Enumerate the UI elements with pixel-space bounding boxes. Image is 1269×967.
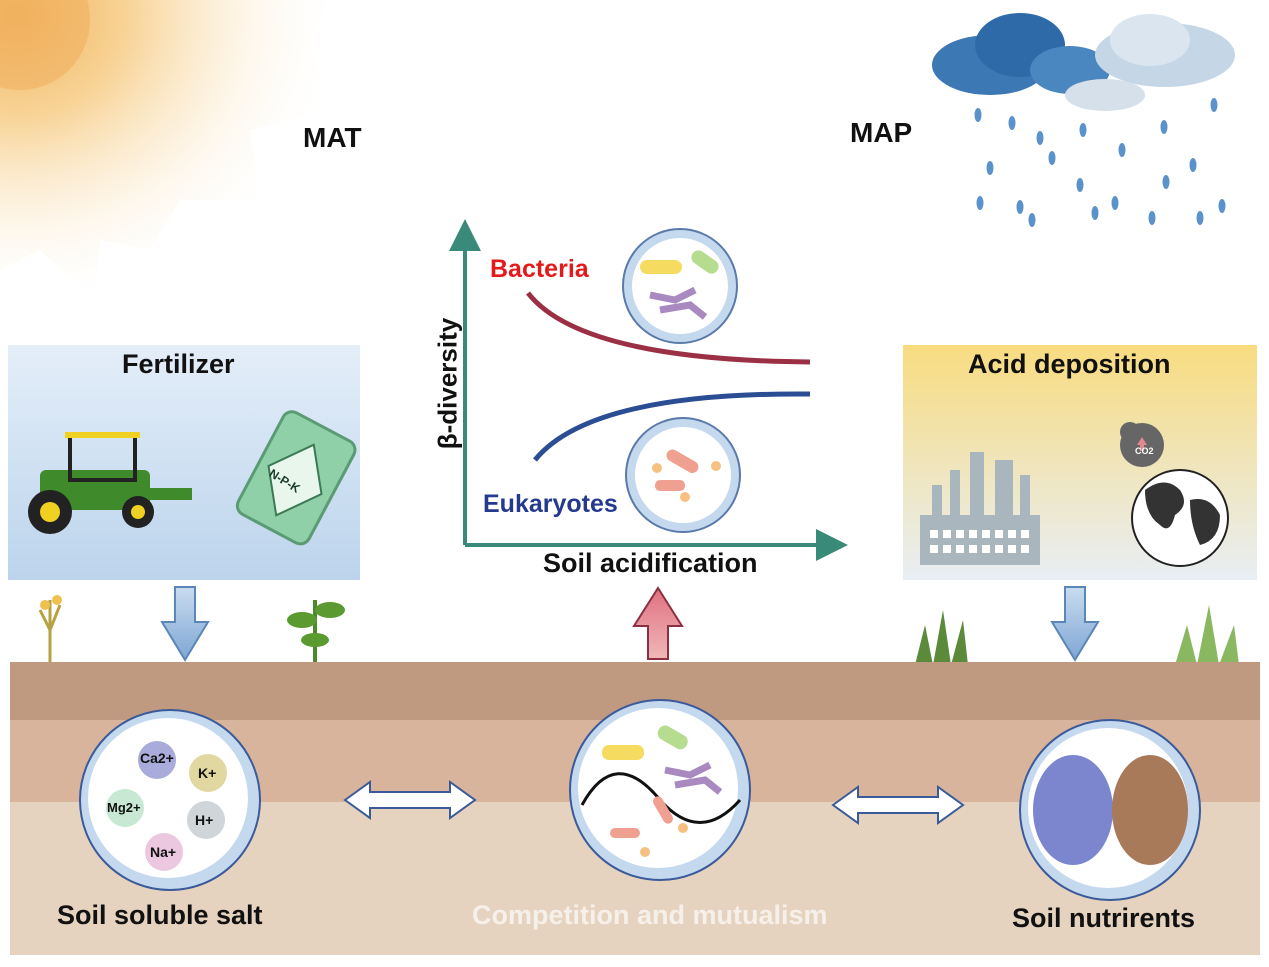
down-arrow-left [160, 586, 210, 662]
bacteria-petri-icon [622, 228, 738, 344]
rain-cloud-icon [932, 13, 1235, 227]
ion-ca: Ca2+ [140, 750, 174, 766]
factory-icon [920, 452, 1040, 565]
double-arrow-right [831, 785, 965, 825]
mat-label: MAT [303, 122, 362, 153]
tractor-icon [28, 432, 192, 534]
bacteria-label: Bacteria [490, 255, 589, 283]
eukaryotes-curve [533, 391, 811, 462]
co2-label: CO2 [1135, 446, 1154, 456]
globe-icon [1131, 469, 1229, 567]
nutrients-circle [1019, 719, 1201, 901]
competition-label: Competition and mutualism [472, 900, 828, 930]
microbe-interaction-circle [569, 699, 751, 881]
smoke-cloud-icon [1120, 422, 1164, 467]
eukaryotes-label: Eukaryotes [483, 490, 618, 518]
bacteria-curve [526, 291, 811, 365]
fertilizer-label: Fertilizer [122, 349, 235, 379]
fertilizer-bag-icon [235, 410, 357, 546]
map-label: MAP [850, 117, 913, 148]
soil-nutrients-label: Soil nutrirents [1012, 903, 1196, 933]
diversity-chart [449, 219, 848, 561]
sun-icon [0, 0, 330, 300]
ion-k: K+ [198, 765, 217, 781]
down-arrow-right [1050, 586, 1100, 662]
eukaryotes-petri-icon [625, 417, 741, 533]
plant-icons [38, 595, 1239, 665]
ion-na: Na+ [150, 844, 177, 860]
ion-h: H+ [195, 812, 214, 828]
y-axis-label: β-diversity [432, 317, 463, 450]
soil-soluble-salt-label: Soil soluble salt [57, 900, 263, 930]
ions-circle [79, 709, 261, 891]
x-axis-label: Soil acidification [543, 548, 758, 578]
up-arrow-center [632, 586, 684, 660]
double-arrow-left [343, 780, 477, 820]
ion-mg: Mg2+ [107, 800, 141, 815]
acid-deposition-label: Acid deposition [968, 349, 1171, 379]
